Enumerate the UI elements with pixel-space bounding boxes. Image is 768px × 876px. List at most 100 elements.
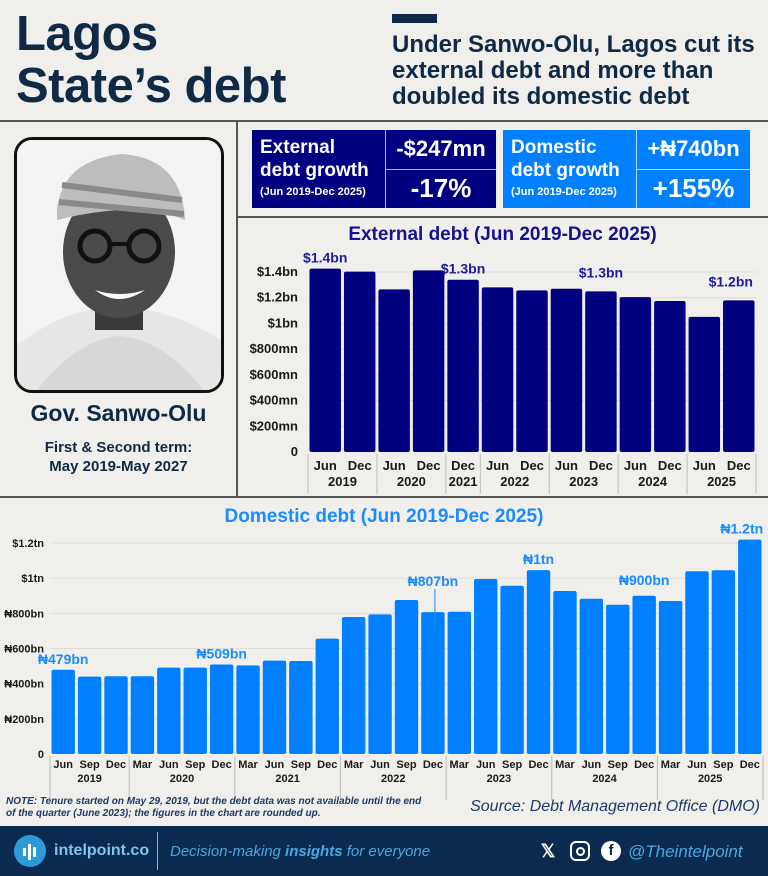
x-group-label: 2019 — [77, 773, 101, 785]
governor-portrait — [14, 137, 224, 393]
y-tick-label: $400mn — [250, 393, 298, 408]
brand-link[interactable]: intelpoint.co — [54, 842, 150, 859]
x-tick-label: Mar — [344, 759, 364, 771]
x-icon[interactable]: 𝕏 — [540, 841, 556, 861]
x-tick-label: Mar — [555, 759, 575, 771]
bar — [209, 664, 234, 754]
bar — [394, 599, 419, 754]
x-tick-label: Sep — [291, 759, 311, 771]
footer: intelpoint.co Decision-making insights f… — [0, 826, 768, 876]
domestic-growth-card: Domestic debt growth (Jun 2019-Dec 2025)… — [503, 130, 750, 208]
x-tick-label: Jun — [624, 458, 647, 473]
x-tick-label: Dec — [212, 759, 232, 771]
bar — [654, 301, 686, 452]
kpi-label: debt growth — [511, 160, 620, 181]
x-tick-label: Dec — [658, 458, 682, 473]
x-tick-label: Jun — [265, 759, 285, 771]
x-group-label: 2025 — [707, 474, 736, 489]
bar — [262, 660, 287, 754]
subtitle-accent-bar — [392, 14, 437, 23]
y-tick-label: $1.2tn — [12, 538, 44, 550]
bar — [341, 617, 366, 754]
governor-name: Gov. Sanwo-Olu — [30, 400, 207, 426]
y-tick-label: $800mn — [250, 341, 298, 356]
bar — [481, 287, 514, 452]
y-tick-label: $200mn — [250, 418, 298, 433]
y-tick-label: ₦200bn — [4, 714, 44, 726]
header-divider — [0, 120, 768, 122]
x-group-label: 2021 — [449, 474, 478, 489]
x-tick-label: Mar — [661, 759, 681, 771]
intelpoint-logo-icon — [14, 835, 46, 867]
term-line-1: First & Second term: — [44, 439, 193, 456]
bar — [711, 570, 736, 754]
y-tick-label: 0 — [38, 749, 44, 761]
x-tick-label: Jun — [693, 458, 716, 473]
bar — [500, 585, 524, 754]
y-tick-label: 0 — [291, 444, 298, 459]
bar — [658, 601, 683, 754]
instagram-icon[interactable] — [570, 841, 590, 861]
kpi-period: (Jun 2019-Dec 2025) — [260, 186, 366, 198]
bar — [315, 638, 339, 754]
bar — [412, 270, 445, 452]
bar — [236, 665, 260, 754]
data-label: ₦807bn — [408, 573, 459, 589]
bar — [183, 667, 207, 754]
bar — [130, 676, 155, 754]
governor-term: First & Second term: May 2019-May 2027 — [0, 438, 237, 476]
social-handle[interactable]: @Theintelpoint — [628, 842, 743, 861]
kpi-period: (Jun 2019-Dec 2025) — [511, 186, 617, 198]
x-tick-label: Mar — [133, 759, 153, 771]
x-tick-label: Dec — [317, 759, 337, 771]
x-tick-label: Mar — [238, 759, 258, 771]
tagline-post: for everyone — [342, 843, 431, 860]
x-tick-label: Dec — [740, 759, 760, 771]
bar — [550, 288, 583, 452]
domestic-growth-label: Domestic debt growth (Jun 2019-Dec 2025) — [503, 130, 637, 208]
data-label: $1.3bn — [579, 264, 623, 280]
x-tick-label: Dec — [520, 458, 544, 473]
bar — [343, 271, 376, 452]
bar — [309, 268, 341, 452]
x-group-label: 2023 — [487, 773, 511, 785]
bar — [447, 279, 479, 452]
facebook-icon[interactable]: f — [601, 841, 621, 861]
x-group-label: 2020 — [170, 773, 194, 785]
data-label: ₦509bn — [196, 646, 247, 662]
bar — [447, 611, 472, 754]
data-label: ₦479bn — [38, 651, 89, 667]
title-line-1: Lagos — [16, 7, 158, 61]
data-label: $1.3bn — [441, 261, 485, 277]
external-growth-card: External debt growth (Jun 2019-Dec 2025)… — [252, 130, 496, 208]
external-chart-title: External debt (Jun 2019-Dec 2025) — [348, 224, 657, 245]
x-tick-label: Dec — [417, 458, 441, 473]
domestic-pct-change: +155% — [652, 173, 735, 204]
term-line-2: May 2019-May 2027 — [49, 458, 188, 475]
kpi-label: Domestic — [511, 137, 597, 158]
tagline: Decision-making insights for everyone — [170, 843, 430, 860]
tagline-bold: insights — [285, 843, 343, 860]
bar — [474, 579, 498, 754]
x-tick-label: Jun — [383, 458, 406, 473]
x-tick-label: Dec — [348, 458, 372, 473]
y-tick-label: $1bn — [268, 315, 298, 330]
x-group-label: 2023 — [569, 474, 598, 489]
bar — [688, 316, 721, 452]
x-tick-label: Dec — [634, 759, 654, 771]
y-tick-label: ₦600bn — [4, 644, 44, 656]
y-tick-label: $1.4bn — [257, 264, 298, 279]
footnote: NOTE: Tenure started on May 29, 2019, bu… — [6, 796, 422, 819]
x-tick-label: Jun — [582, 759, 602, 771]
x-group-label: 2022 — [500, 474, 529, 489]
x-tick-label: Jun — [555, 458, 578, 473]
page-title: Lagos State’s debt — [16, 8, 286, 112]
x-tick-label: Mar — [450, 759, 470, 771]
x-tick-label: Sep — [396, 759, 416, 771]
bar — [157, 667, 181, 754]
title-line-2: State’s debt — [16, 59, 286, 113]
subtitle: Under Sanwo-Olu, Lagos cut its external … — [392, 31, 755, 110]
data-label: $1.2bn — [709, 273, 753, 289]
x-tick-label: Sep — [608, 759, 628, 771]
bar — [585, 291, 617, 452]
